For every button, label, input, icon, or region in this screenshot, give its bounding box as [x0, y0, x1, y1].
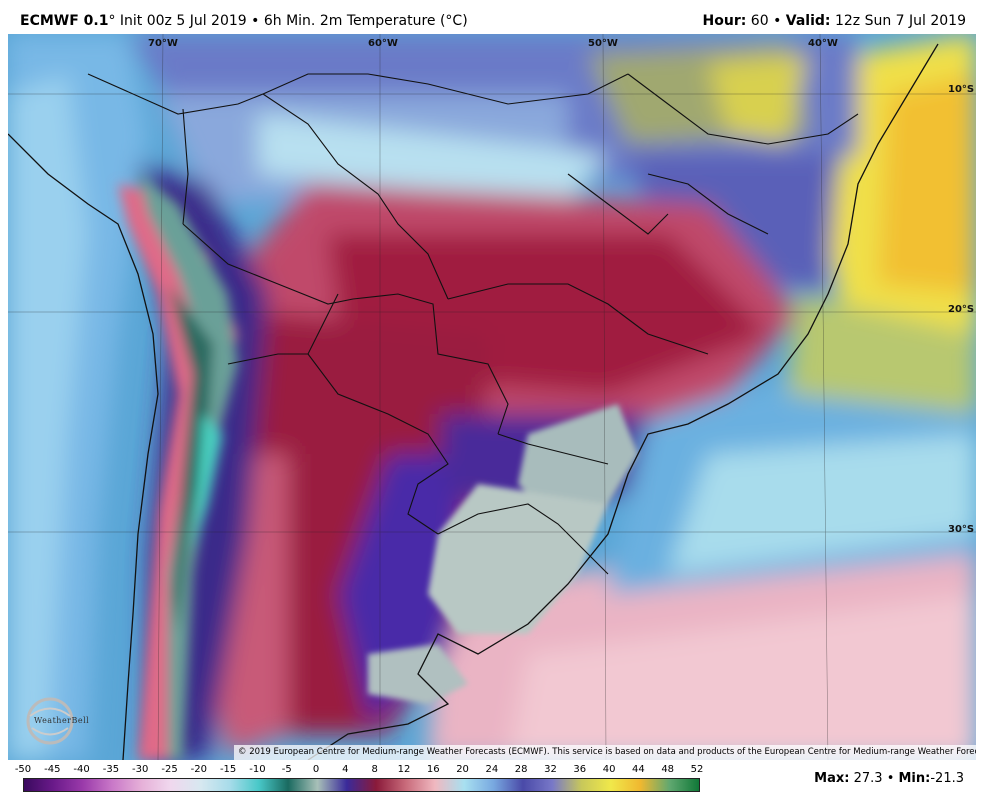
temperature-field [8, 34, 976, 760]
colorbar-tick-label: -25 [161, 764, 178, 775]
colorbar-tick-label: 20 [456, 764, 469, 775]
max-value: 27.3 [853, 771, 883, 786]
colorbar-tick-label: 36 [573, 764, 587, 775]
temperature-map[interactable]: 70°W 60°W 50°W 40°W 10°S 20°S 30°S Weath… [8, 34, 976, 760]
colorbar-tick-label: 52 [690, 764, 704, 775]
header: ECMWF 0.1° Init 00z 5 Jul 2019 • 6h Min.… [0, 0, 984, 34]
graticule [8, 34, 976, 760]
colorbar-tick-label: -35 [102, 764, 120, 775]
degree-sign: ° [108, 13, 116, 29]
colorbar-tick-label: 16 [426, 764, 440, 775]
colorbar-tick-label: 32 [544, 764, 557, 775]
andes-cold-band [118, 174, 238, 760]
colorbar-ticks: -50 -45 -40 -35 -30 -25 -20 -15 -10 -5 0 4 8 12 16 20 24… [0, 764, 984, 778]
max-label: Max: [814, 771, 850, 786]
colorbar-tick-label: 44 [632, 764, 645, 775]
longitude-label: 60°W [368, 38, 398, 49]
colorbar-tick-label: 40 [602, 764, 616, 775]
init-time: Init 00z 5 Jul 2019 [119, 13, 247, 29]
colorbar-tick-label: 4 [342, 764, 349, 775]
colorbar-tick-label: 12 [397, 764, 411, 775]
colorbar-tick-label: 28 [514, 764, 528, 775]
bullet-separator: • [886, 771, 895, 786]
colorbar-tick-label: -5 [281, 764, 292, 775]
min-value: -21.3 [930, 771, 964, 786]
colorbar-tick-label: 48 [661, 764, 675, 775]
header-left: ECMWF 0.1° Init 00z 5 Jul 2019 • 6h Min.… [20, 13, 468, 29]
colorbar [23, 778, 700, 792]
longitude-label: 40°W [808, 38, 838, 49]
latitude-label: 20°S [948, 304, 975, 315]
colorbar-tick-label: -40 [73, 764, 90, 775]
map-canvas [8, 34, 976, 760]
colorbar-tick-label: -30 [132, 764, 149, 775]
colorbar-tick-label: -45 [44, 764, 61, 775]
latitude-label: 10°S [948, 84, 975, 95]
colorbar-tick-label: -50 [14, 764, 32, 775]
model-name: ECMWF 0.1 [20, 13, 109, 29]
country-borders [87, 73, 859, 575]
colorbar-tick-label: 24 [485, 764, 499, 775]
logo-wordmark: WeatherBell [34, 716, 90, 725]
coastline [8, 43, 939, 760]
colorbar-tick-label: 8 [371, 764, 378, 775]
hour-value: 60 [750, 13, 769, 29]
valid-label: Valid: [785, 13, 831, 29]
bullet-separator: • [251, 13, 260, 29]
colorbar-tick-label: 0 [312, 764, 320, 775]
copyright-notice: © 2019 European Centre for Medium-range … [234, 745, 976, 760]
max-min-readout: Max: 27.3 • Min:-21.3 [814, 771, 964, 786]
min-label: Min: [898, 771, 931, 786]
hour-label: Hour: [702, 13, 747, 29]
colorbar-tick-label: -20 [190, 764, 207, 775]
colorbar-tick-label: -15 [219, 764, 237, 775]
valid-value: 12z Sun 7 Jul 2019 [834, 13, 966, 29]
weatherbell-logo-icon [26, 697, 74, 745]
product-name: 6h Min. 2m Temperature (°C) [263, 13, 468, 29]
colorbar-tick-label: -10 [249, 764, 266, 775]
longitude-label: 70°W [148, 38, 178, 49]
bullet-separator: • [773, 13, 782, 29]
latitude-label: 30°S [948, 524, 975, 535]
header-right: Hour: 60 • Valid: 12z Sun 7 Jul 2019 [703, 13, 966, 29]
longitude-label: 50°W [588, 38, 618, 49]
